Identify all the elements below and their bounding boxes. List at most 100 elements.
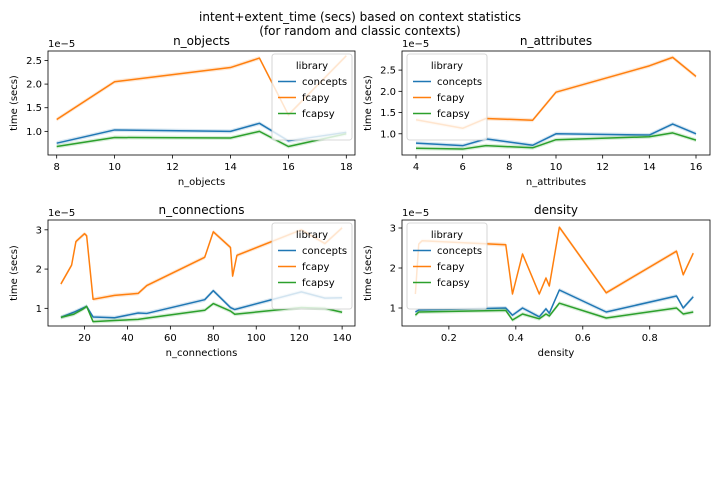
series-line-fcapsy bbox=[415, 132, 697, 150]
legend-label-concepts: concepts bbox=[437, 77, 482, 88]
y-axis-label: time (secs) bbox=[363, 75, 374, 131]
x-axis-label: n_attributes bbox=[526, 177, 586, 188]
x-axis-label: n_connections bbox=[166, 348, 238, 359]
x-tick-label: 0.2 bbox=[441, 333, 457, 344]
x-tick-label: 14 bbox=[224, 162, 237, 173]
legend-box bbox=[271, 53, 353, 141]
x-axis-label: density bbox=[538, 348, 575, 359]
y-tick-label: 2.5 bbox=[380, 66, 396, 77]
legend-label-concepts: concepts bbox=[302, 246, 347, 257]
legend: library concepts fcapy fcapsy bbox=[271, 222, 353, 310]
x-tick-label: 14 bbox=[643, 162, 656, 173]
legend-box bbox=[406, 222, 488, 310]
subplot-density: density 0.2 0.4 0.6 0.8 1 2 3 1e−5 density time (s… bbox=[363, 203, 711, 359]
x-tick-label: 8 bbox=[54, 162, 60, 173]
subplot-title: n_objects bbox=[173, 34, 230, 48]
x-tick-label: 10 bbox=[108, 162, 121, 173]
y-tick-label: 3 bbox=[36, 225, 42, 236]
series-line-fcapsy bbox=[414, 302, 694, 321]
y-tick-label: 1 bbox=[36, 304, 42, 315]
x-tick-label: 60 bbox=[164, 333, 177, 344]
subplot-n-connections: n_connections 20 40 60 80 100 120 140 1 2 3 1e−5 n_c… bbox=[9, 203, 356, 359]
series-line-concepts bbox=[415, 289, 694, 318]
legend: library concepts fcapy fcapsy bbox=[406, 222, 488, 310]
x-tick-label: 100 bbox=[247, 333, 266, 344]
series-band-concepts bbox=[416, 122, 696, 148]
legend-label-fcapsy: fcapsy bbox=[302, 278, 335, 289]
y-axis-label: time (secs) bbox=[9, 245, 20, 301]
x-tick-label: 140 bbox=[333, 333, 352, 344]
figure-title-line1: intent+extent_time (secs) based on conte… bbox=[199, 10, 521, 24]
axes-frame bbox=[401, 50, 711, 156]
x-tick-label: 80 bbox=[207, 333, 220, 344]
series-band-fcapsy bbox=[415, 301, 694, 322]
y-axis-label: time (secs) bbox=[363, 245, 374, 301]
x-tick-label: 16 bbox=[690, 162, 703, 173]
x-tick-label: 8 bbox=[506, 162, 512, 173]
legend-label-fcapy: fcapy bbox=[437, 93, 464, 104]
legend-box bbox=[406, 53, 488, 141]
legend-label-fcapsy: fcapsy bbox=[437, 109, 470, 120]
axes-frame bbox=[47, 50, 356, 156]
y-tick-label: 2.5 bbox=[26, 56, 42, 67]
x-tick-label: 0.8 bbox=[642, 333, 658, 344]
legend-label-fcapy: fcapy bbox=[437, 262, 464, 273]
legend-box bbox=[271, 222, 353, 310]
legend-label-fcapsy: fcapsy bbox=[302, 109, 335, 120]
y-offset-text: 1e−5 bbox=[48, 208, 75, 219]
x-tick-label: 20 bbox=[78, 333, 91, 344]
y-tick-label: 1.5 bbox=[26, 103, 42, 114]
x-tick-label: 12 bbox=[166, 162, 179, 173]
x-tick-label: 4 bbox=[413, 162, 419, 173]
x-tick-label: 16 bbox=[282, 162, 295, 173]
subplot-n-objects: n_objects 8 10 12 14 16 18 1.0 1.5 2.0 2.5 1e−5 n_ob… bbox=[9, 34, 356, 188]
axes-frame bbox=[401, 219, 711, 327]
axes-frame bbox=[47, 219, 356, 327]
legend-label-concepts: concepts bbox=[302, 77, 347, 88]
x-tick-label: 120 bbox=[290, 333, 309, 344]
legend-label-fcapy: fcapy bbox=[302, 262, 329, 273]
y-offset-text: 1e−5 bbox=[402, 208, 429, 219]
y-axis-label: time (secs) bbox=[9, 75, 20, 131]
x-tick-label: 40 bbox=[121, 333, 134, 344]
y-tick-label: 2 bbox=[390, 264, 396, 275]
legend-title: library bbox=[431, 61, 463, 72]
x-tick-label: 0.6 bbox=[575, 333, 591, 344]
x-tick-label: 10 bbox=[550, 162, 563, 173]
legend-label-fcapy: fcapy bbox=[302, 93, 329, 104]
series-band-fcapsy bbox=[60, 301, 343, 324]
series-line-fcapsy bbox=[56, 130, 347, 148]
y-tick-label: 2.0 bbox=[380, 87, 396, 98]
legend-title: library bbox=[431, 230, 463, 241]
y-offset-text: 1e−5 bbox=[402, 39, 429, 50]
y-tick-label: 1.0 bbox=[26, 127, 42, 138]
series-line-fcapsy bbox=[60, 302, 343, 323]
figure-title-line2: (for random and classic contexts) bbox=[259, 24, 460, 38]
legend-title: library bbox=[296, 61, 328, 72]
y-tick-label: 1.0 bbox=[380, 129, 396, 140]
y-tick-label: 3 bbox=[390, 224, 396, 235]
subplot-title: density bbox=[534, 203, 578, 217]
legend-label-concepts: concepts bbox=[437, 246, 482, 257]
legend: library concepts fcapy fcapsy bbox=[271, 53, 353, 141]
legend-title: library bbox=[296, 230, 328, 241]
y-tick-label: 2.0 bbox=[26, 80, 42, 91]
series-line-fcapy bbox=[60, 227, 343, 301]
subplot-title: n_connections bbox=[159, 203, 245, 217]
subplot-title: n_attributes bbox=[520, 34, 592, 48]
y-tick-label: 1 bbox=[390, 304, 396, 315]
series-band-fcapsy bbox=[56, 129, 347, 149]
x-tick-label: 6 bbox=[459, 162, 465, 173]
y-tick-label: 1.5 bbox=[380, 108, 396, 119]
x-tick-label: 12 bbox=[596, 162, 609, 173]
subplot-n-attributes: n_attributes 4 6 8 10 12 14 16 1.0 1.5 2.0 2.5 1e−5 n… bbox=[363, 34, 711, 188]
x-tick-label: 0.4 bbox=[508, 333, 524, 344]
series-line-concepts bbox=[415, 123, 697, 147]
y-tick-label: 2 bbox=[36, 265, 42, 276]
x-axis-label: n_objects bbox=[178, 177, 225, 188]
y-offset-text: 1e−5 bbox=[48, 39, 75, 50]
legend-label-fcapsy: fcapsy bbox=[437, 278, 470, 289]
legend: library concepts fcapy fcapsy bbox=[406, 53, 488, 141]
x-tick-label: 18 bbox=[340, 162, 353, 173]
